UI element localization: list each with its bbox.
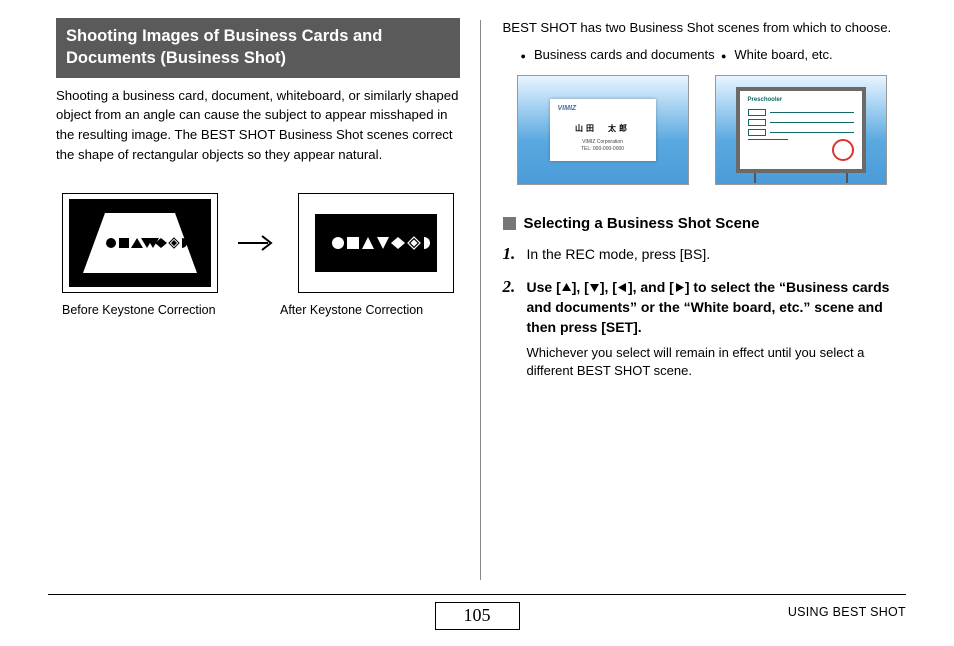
down-arrow-icon [589, 282, 600, 293]
footer-content: 105 USING BEST SHOT [48, 601, 906, 631]
footer-rule [48, 594, 906, 595]
page-footer: 105 USING BEST SHOT [48, 594, 906, 636]
intro-paragraph: Shooting a business card, document, whit… [56, 86, 460, 165]
subheading-text: Selecting a Business Shot Scene [524, 215, 760, 232]
before-keystone-image [62, 193, 218, 293]
whiteboard-graphic: Preschooler [736, 87, 866, 173]
card-logo-text: VIMIZ [558, 105, 577, 112]
right-intro: BEST SHOT has two Business Shot scenes f… [503, 18, 907, 38]
keystone-illustration-row [56, 193, 460, 293]
section-header: Shooting Images of Business Cards and Do… [56, 18, 460, 78]
after-keystone-image [298, 193, 454, 293]
scene-thumbnails: VIMIZ 山田 太郎 VIMIZ Corporation TEL: 000-0… [503, 75, 907, 185]
business-card-thumbnail: VIMIZ 山田 太郎 VIMIZ Corporation TEL: 000-0… [517, 75, 689, 185]
up-arrow-icon [561, 282, 572, 293]
subheading: Selecting a Business Shot Scene [503, 215, 907, 232]
bullet-dot-icon: ● [521, 50, 526, 62]
bullet-dot-icon: ● [721, 50, 726, 62]
page-number: 105 [435, 602, 520, 630]
card-line-2: TEL: 000-000-0000 [550, 146, 656, 153]
whiteboard-circle-icon [832, 139, 854, 161]
footer-section-label: USING BEST SHOT [788, 605, 906, 619]
scene-bullet-2: ● White board, etc. [721, 46, 833, 64]
step-2-number: 2. [503, 277, 527, 382]
step2-frag-d: ], and [ [628, 279, 674, 295]
keystone-caption-row: Before Keystone Correction After Keyston… [56, 299, 460, 317]
left-arrow-icon [617, 282, 628, 293]
scene-bullet-1: ● Business cards and documents [521, 46, 721, 64]
arrow-right-icon [236, 233, 280, 253]
right-column: BEST SHOT has two Business Shot scenes f… [481, 18, 907, 575]
scene-1-label: Business cards and documents [534, 46, 715, 64]
after-keystone-inner [315, 214, 437, 272]
scene-bullet-list: ● Business cards and documents ● White b… [503, 46, 907, 64]
card-name-text: 山田 太郎 [550, 123, 656, 134]
whiteboard-scribbles [748, 109, 854, 143]
business-card-graphic: VIMIZ 山田 太郎 VIMIZ Corporation TEL: 000-0… [550, 99, 656, 161]
step-1: 1. In the REC mode, press [BS]. [503, 244, 907, 264]
left-column: Shooting Images of Business Cards and Do… [56, 18, 480, 575]
whiteboard-title: Preschooler [748, 97, 783, 103]
after-caption: After Keystone Correction [280, 303, 423, 317]
step-2-body: Use [], [], [], and [] to select the “Bu… [527, 277, 907, 382]
trapezoid-icon [69, 199, 211, 287]
page: Shooting Images of Business Cards and Do… [0, 0, 954, 646]
step-2-text: Use [], [], [], and [] to select the “Bu… [527, 279, 890, 336]
card-line-1: VIMIZ Corporation [550, 139, 656, 146]
scene-2-label: White board, etc. [734, 46, 832, 64]
step-1-text: In the REC mode, press [BS]. [527, 244, 907, 264]
step-1-number: 1. [503, 244, 527, 264]
step2-frag-b: ], [ [572, 279, 589, 295]
whiteboard-thumbnail: Preschooler [715, 75, 887, 185]
step2-frag-a: Use [ [527, 279, 561, 295]
step-2-note: Whichever you select will remain in effe… [527, 344, 907, 382]
card-detail-lines: VIMIZ Corporation TEL: 000-000-0000 [550, 139, 656, 153]
before-keystone-inner [69, 199, 211, 287]
whiteboard-stand-icon [746, 173, 856, 183]
two-column-layout: Shooting Images of Business Cards and Do… [0, 0, 954, 575]
step2-frag-c: ], [ [600, 279, 617, 295]
square-bullet-icon [503, 217, 516, 230]
before-caption: Before Keystone Correction [62, 303, 280, 317]
rectangle-icon [315, 214, 437, 272]
step-2: 2. Use [], [], [], and [] to select the … [503, 277, 907, 382]
right-arrow-icon [674, 282, 685, 293]
